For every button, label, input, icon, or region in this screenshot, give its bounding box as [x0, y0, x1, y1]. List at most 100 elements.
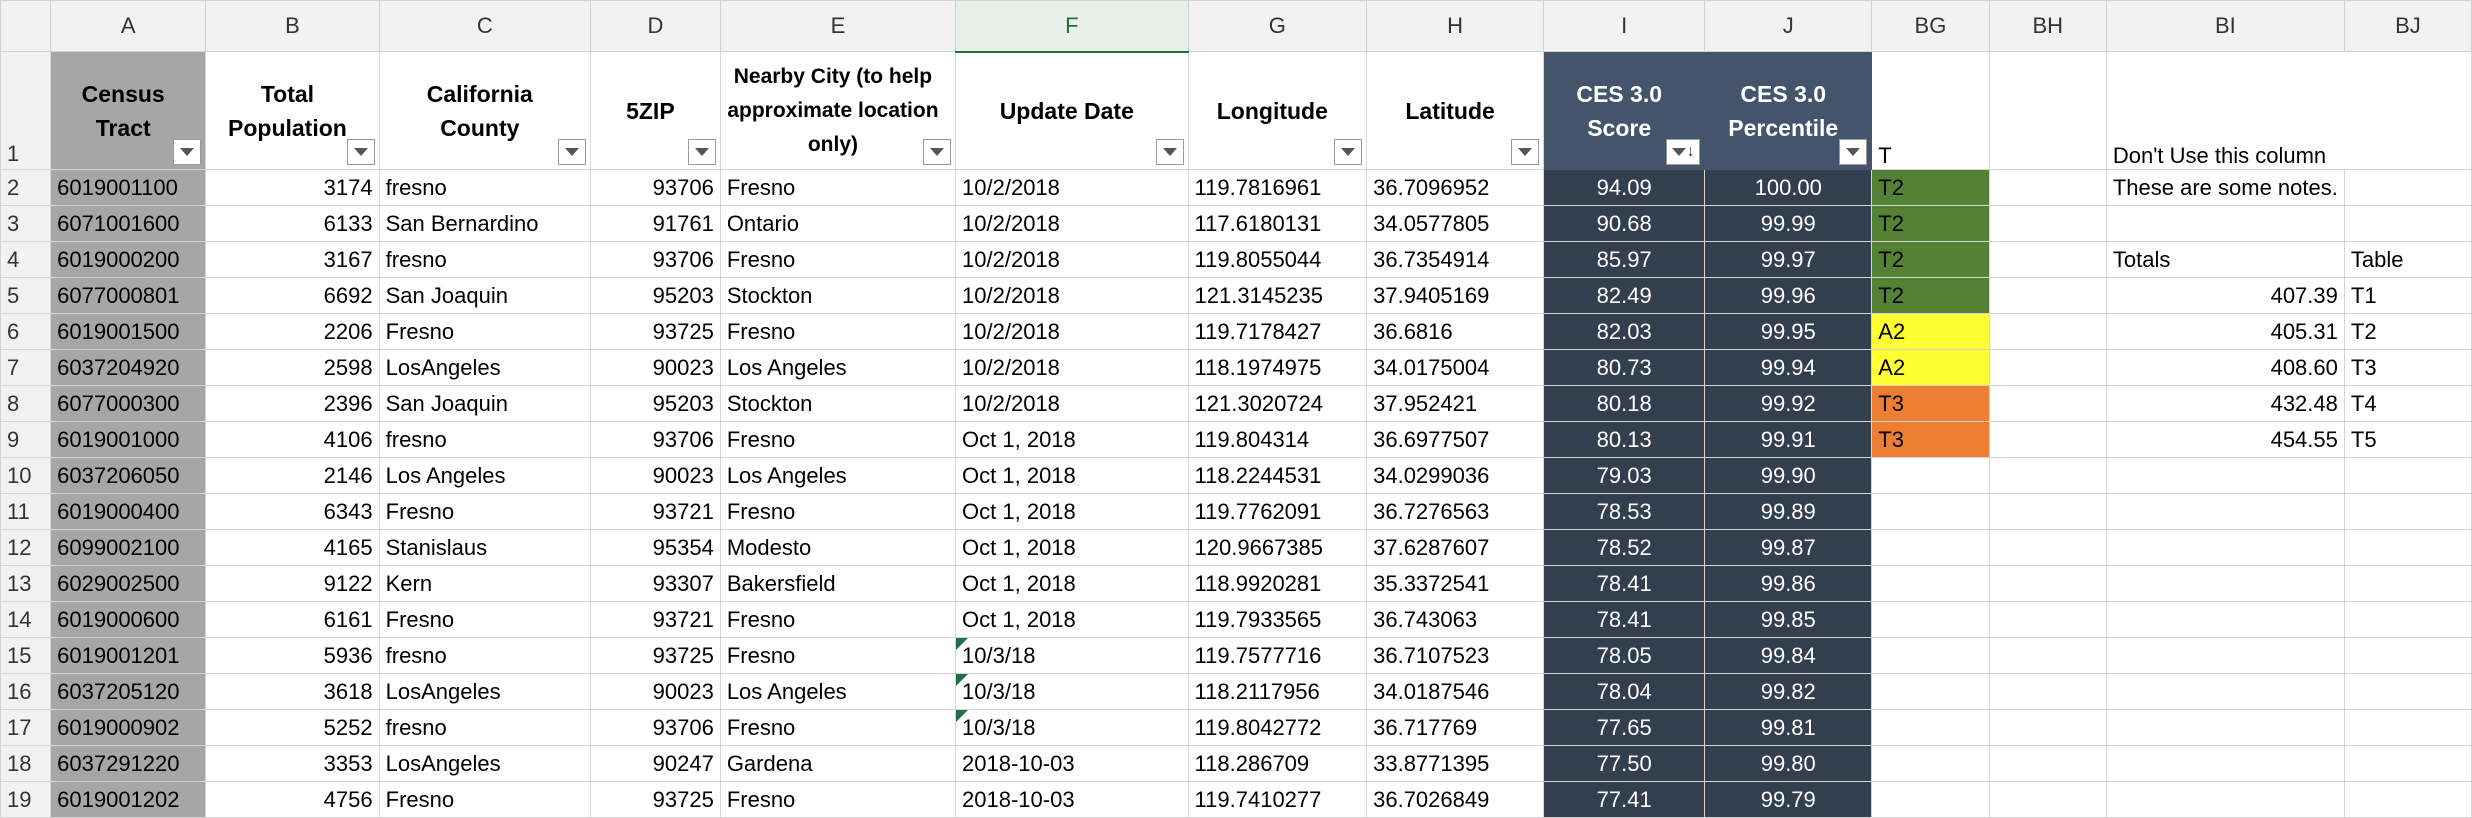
cell-city[interactable]: Stockton [719, 385, 957, 422]
cell-tract[interactable]: 6019001202 [50, 781, 207, 818]
cell-county[interactable]: San Joaquin [378, 277, 591, 314]
column-header-i[interactable]: I [1543, 0, 1706, 52]
row-number[interactable]: 6 [0, 313, 52, 350]
cell-zip[interactable]: 93706 [589, 241, 721, 278]
cell-city[interactable]: Los Angeles [719, 457, 957, 494]
cell-bi[interactable]: 408.60 [2105, 349, 2345, 386]
cell-bi[interactable]: Totals [2105, 241, 2345, 278]
cell-bi[interactable] [2105, 529, 2345, 566]
cell-date[interactable]: 10/3/18 [955, 709, 1189, 746]
row-number[interactable]: 12 [0, 529, 52, 566]
column-header-c[interactable]: C [378, 0, 591, 52]
filter-dropdown-icon[interactable] [346, 139, 375, 165]
cell-city[interactable]: Ontario [719, 205, 957, 242]
cell-bh[interactable] [1988, 421, 2107, 458]
cell-bg[interactable] [1871, 565, 1990, 602]
cell-bh[interactable] [1988, 169, 2107, 206]
header-latitude[interactable]: Latitude [1366, 51, 1545, 170]
cell-bg[interactable]: A2 [1871, 349, 1990, 386]
column-header-e[interactable]: E [719, 0, 957, 52]
cell-bi[interactable] [2105, 457, 2345, 494]
cell-pop[interactable]: 6692 [205, 277, 380, 314]
cell-bj[interactable]: T5 [2343, 421, 2472, 458]
filter-dropdown-icon[interactable] [1334, 139, 1363, 165]
cell-bh[interactable] [1988, 493, 2107, 530]
cell-bj[interactable] [2343, 637, 2472, 674]
column-header-j[interactable]: J [1704, 0, 1873, 52]
cell-zip[interactable]: 91761 [589, 205, 721, 242]
cell-county[interactable]: Fresno [378, 493, 591, 530]
cell-city[interactable]: Bakersfield [719, 565, 957, 602]
cell-lat[interactable]: 37.9405169 [1366, 277, 1545, 314]
cell-county[interactable]: Fresno [378, 313, 591, 350]
cell-city[interactable]: Fresno [719, 241, 957, 278]
cell-zip[interactable]: 93307 [589, 565, 721, 602]
cell-pct[interactable]: 99.90 [1704, 457, 1873, 494]
filter-dropdown-icon[interactable] [173, 139, 202, 165]
cell-bh[interactable] [1988, 457, 2107, 494]
cell-pop[interactable]: 6133 [205, 205, 380, 242]
cell-date[interactable]: Oct 1, 2018 [955, 457, 1189, 494]
cell-lat[interactable]: 37.6287607 [1366, 529, 1545, 566]
cell-pct[interactable]: 99.92 [1704, 385, 1873, 422]
row-number[interactable]: 15 [0, 637, 52, 674]
cell-score[interactable]: 78.41 [1543, 601, 1706, 638]
header-bi-note[interactable]: Don't Use this column [2105, 51, 2472, 170]
cell-date[interactable]: 2018-10-03 [955, 745, 1189, 782]
cell-date[interactable]: 10/2/2018 [955, 277, 1189, 314]
cell-pct[interactable]: 99.96 [1704, 277, 1873, 314]
header-ces-score[interactable]: CES 3.0 Score ↓ [1543, 51, 1706, 170]
cell-zip[interactable]: 93725 [589, 781, 721, 818]
cell-tract[interactable]: 6019001100 [50, 169, 207, 206]
cell-pop[interactable]: 4165 [205, 529, 380, 566]
cell-pop[interactable]: 2146 [205, 457, 380, 494]
cell-lat[interactable]: 36.7354914 [1366, 241, 1545, 278]
cell-bi[interactable] [2105, 673, 2345, 710]
cell-score[interactable]: 78.53 [1543, 493, 1706, 530]
cell-lon[interactable]: 119.7933565 [1187, 601, 1368, 638]
cell-score[interactable]: 78.05 [1543, 637, 1706, 674]
cell-pct[interactable]: 99.79 [1704, 781, 1873, 818]
cell-date[interactable]: 10/3/18 [955, 637, 1189, 674]
cell-score[interactable]: 77.50 [1543, 745, 1706, 782]
cell-pct[interactable]: 99.97 [1704, 241, 1873, 278]
cell-bh[interactable] [1988, 205, 2107, 242]
cell-bi[interactable]: 432.48 [2105, 385, 2345, 422]
cell-city[interactable]: Modesto [719, 529, 957, 566]
cell-county[interactable]: LosAngeles [378, 673, 591, 710]
row-number[interactable]: 4 [0, 241, 52, 278]
row-number[interactable]: 13 [0, 565, 52, 602]
cell-city[interactable]: Los Angeles [719, 673, 957, 710]
header-ces-percentile[interactable]: CES 3.0 Percentile [1704, 51, 1873, 170]
cell-lon[interactable]: 119.7762091 [1187, 493, 1368, 530]
cell-pop[interactable]: 4106 [205, 421, 380, 458]
cell-bg[interactable]: T3 [1871, 421, 1990, 458]
cell-zip[interactable]: 93725 [589, 637, 721, 674]
cell-date[interactable]: 10/2/2018 [955, 241, 1189, 278]
cell-bg[interactable]: T2 [1871, 277, 1990, 314]
cell-bj[interactable] [2343, 745, 2472, 782]
cell-lat[interactable]: 36.6977507 [1366, 421, 1545, 458]
row-number[interactable]: 18 [0, 745, 52, 782]
cell-bj[interactable] [2343, 529, 2472, 566]
cell-tract[interactable]: 6099002100 [50, 529, 207, 566]
cell-bg[interactable]: T2 [1871, 241, 1990, 278]
cell-pct[interactable]: 99.95 [1704, 313, 1873, 350]
cell-tract[interactable]: 6019000200 [50, 241, 207, 278]
cell-date[interactable]: Oct 1, 2018 [955, 529, 1189, 566]
cell-lat[interactable]: 36.743063 [1366, 601, 1545, 638]
cell-lat[interactable]: 36.7107523 [1366, 637, 1545, 674]
cell-tract[interactable]: 6071001600 [50, 205, 207, 242]
filter-dropdown-icon[interactable] [1511, 139, 1540, 165]
cell-city[interactable]: Los Angeles [719, 349, 957, 386]
cell-county[interactable]: Fresno [378, 601, 591, 638]
cell-bi[interactable] [2105, 781, 2345, 818]
cell-score[interactable]: 80.73 [1543, 349, 1706, 386]
row-number[interactable]: 11 [0, 493, 52, 530]
cell-zip[interactable]: 95203 [589, 277, 721, 314]
cell-zip[interactable]: 90247 [589, 745, 721, 782]
cell-tract[interactable]: 6037206050 [50, 457, 207, 494]
cell-city[interactable]: Fresno [719, 637, 957, 674]
cell-lon[interactable]: 119.7577716 [1187, 637, 1368, 674]
column-header-h[interactable]: H [1366, 0, 1545, 52]
